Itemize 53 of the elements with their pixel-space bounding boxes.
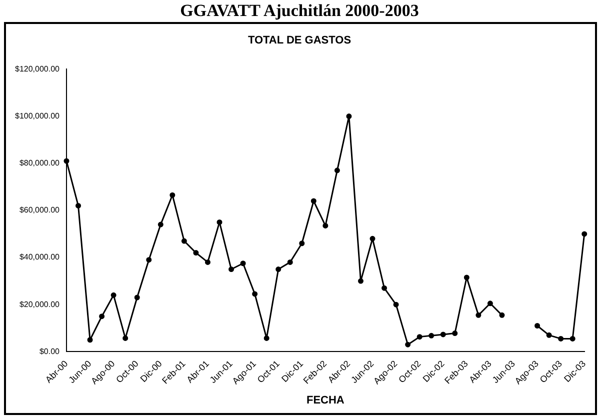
- x-axis-title: FECHA: [306, 394, 344, 406]
- y-tick-label: $0.00: [39, 346, 60, 356]
- point: [322, 222, 328, 228]
- y-tick-label: $100,000.00: [14, 111, 60, 120]
- point: [334, 168, 340, 174]
- point: [193, 250, 199, 256]
- point: [499, 312, 505, 318]
- point: [252, 291, 258, 297]
- point: [240, 260, 246, 266]
- point: [264, 335, 270, 341]
- point: [122, 335, 128, 341]
- point: [440, 332, 446, 338]
- point: [393, 302, 399, 308]
- point: [382, 285, 388, 291]
- point: [170, 192, 176, 198]
- point: [204, 259, 210, 265]
- point: [276, 266, 282, 272]
- chart-title: GGAVATT Ajuchitlán 2000-2003: [179, 0, 420, 22]
- point: [134, 294, 140, 300]
- point: [452, 330, 458, 336]
- point: [64, 158, 70, 164]
- point: [310, 198, 316, 204]
- point: [416, 334, 422, 340]
- point: [146, 257, 152, 263]
- point: [287, 259, 293, 265]
- point: [228, 266, 234, 272]
- y-tick-label: $20,000.00: [19, 300, 60, 309]
- y-tick-label: $80,000.00: [19, 158, 60, 168]
- chart-subtitle: TOTAL DE GASTOS: [248, 34, 352, 47]
- point: [99, 314, 105, 320]
- point: [570, 336, 576, 342]
- point: [370, 236, 376, 242]
- y-tick-label: $60,000.00: [19, 206, 60, 215]
- point: [405, 342, 411, 348]
- point: [358, 278, 364, 284]
- point: [299, 240, 305, 246]
- point: [181, 238, 187, 244]
- y-tick-label: $40,000.00: [19, 252, 60, 262]
- point: [87, 337, 93, 343]
- point: [158, 222, 164, 228]
- y-tick-label: $120,000.00: [14, 64, 60, 74]
- point: [428, 332, 434, 338]
- point: [464, 274, 470, 280]
- point: [546, 332, 552, 338]
- point: [534, 323, 540, 328]
- point: [476, 312, 482, 318]
- point: [346, 114, 352, 120]
- point: [487, 300, 493, 306]
- point: [110, 292, 116, 298]
- point: [558, 336, 564, 342]
- point: [76, 202, 82, 208]
- point: [216, 219, 222, 225]
- point: [582, 231, 588, 237]
